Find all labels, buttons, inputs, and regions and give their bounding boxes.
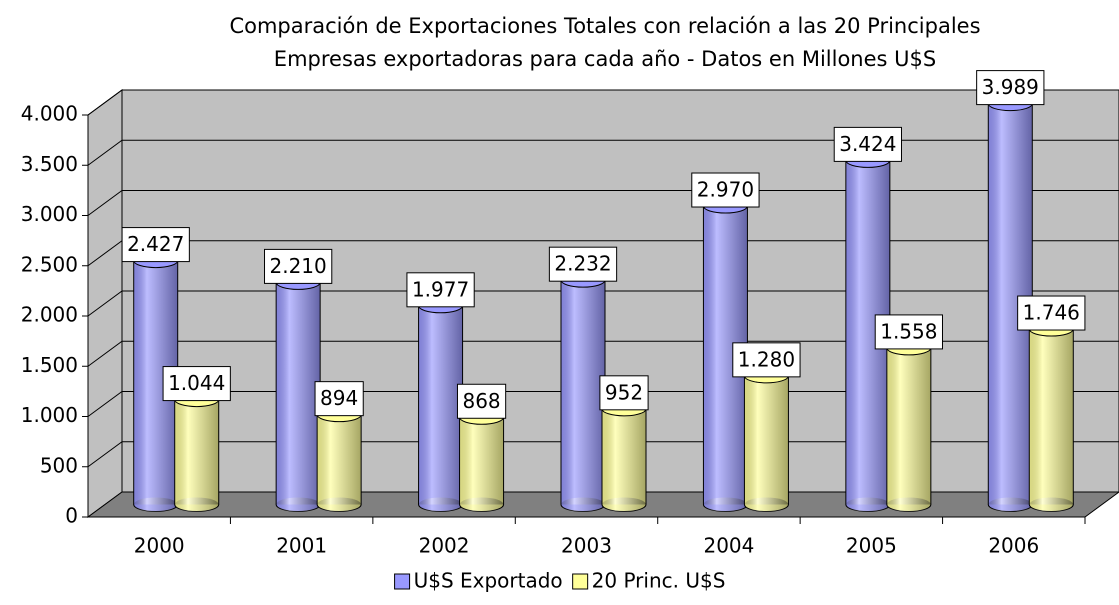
value-label-box — [833, 126, 902, 162]
value-label: 3.989 — [982, 75, 1039, 99]
y-tick-label: 0 — [65, 504, 78, 528]
y-tick-label: 500 — [40, 453, 78, 477]
value-label-box — [691, 172, 760, 208]
grid-line — [87, 290, 1119, 317]
bar-shade — [317, 414, 362, 505]
x-tick-label: 2006 — [988, 534, 1039, 558]
bar-shade — [744, 375, 789, 505]
chart-title: Comparación de Exportaciones Totales con… — [229, 14, 980, 38]
y-tick-label: 4.000 — [21, 102, 78, 126]
value-label-box — [121, 227, 190, 263]
x-tick-label: 2002 — [419, 534, 470, 558]
value-label: 2.970 — [697, 178, 754, 202]
y-tick-label: 3.500 — [21, 152, 78, 176]
value-label: 3.424 — [839, 132, 896, 156]
y-tick-label: 1.000 — [21, 403, 78, 427]
value-label: 2.232 — [554, 252, 611, 276]
x-tick-label: 2005 — [846, 534, 897, 558]
value-label: 894 — [320, 386, 358, 410]
legend-swatch — [572, 573, 589, 590]
legend-label: 20 Princ. U$S — [592, 569, 726, 593]
grid-line — [87, 139, 1119, 166]
value-label-box — [976, 70, 1045, 106]
bar-shade — [418, 305, 463, 505]
bar-shade — [561, 280, 605, 505]
value-label: 1.044 — [168, 371, 225, 395]
bar-shade — [1029, 329, 1074, 505]
chart-title: Empresas exportadoras para cada año - Da… — [274, 47, 936, 71]
value-label-box — [732, 342, 801, 378]
legend-swatch — [394, 573, 411, 590]
value-label-box — [406, 272, 475, 308]
value-label: 1.280 — [738, 347, 795, 371]
bar-shade — [886, 347, 931, 505]
value-label: 2.210 — [270, 254, 327, 278]
x-tick-label: 2004 — [703, 534, 754, 558]
y-tick-label: 1.500 — [21, 353, 78, 377]
y-tick-label: 3.000 — [21, 202, 78, 226]
x-tick-label: 2003 — [561, 534, 612, 558]
value-label-box — [874, 314, 943, 350]
value-label-box — [264, 248, 333, 284]
x-tick-label: 2000 — [134, 534, 185, 558]
value-label-box — [599, 375, 649, 411]
value-label-box — [1017, 295, 1086, 331]
grid-line — [87, 190, 1119, 216]
grid-line — [87, 89, 1119, 116]
value-label: 868 — [462, 389, 500, 413]
grid-line — [87, 340, 1119, 367]
value-label-box — [314, 381, 364, 417]
y-tick-label: 2.500 — [21, 252, 78, 276]
bar-shade — [276, 282, 321, 505]
bar-shade — [459, 417, 504, 505]
value-label-box — [456, 383, 507, 419]
value-label: 1.558 — [880, 319, 937, 343]
legend-label: U$S Exportado — [414, 569, 563, 593]
value-label: 1.977 — [412, 277, 469, 301]
value-label: 952 — [605, 380, 643, 404]
value-label-box — [548, 246, 618, 282]
value-label: 2.427 — [127, 232, 184, 256]
bar-shade — [174, 399, 219, 505]
bar-shade — [602, 408, 646, 505]
x-tick-label: 2001 — [276, 534, 327, 558]
y-tick-label: 2.000 — [21, 303, 78, 327]
value-label: 1.746 — [1023, 301, 1080, 325]
value-label-box — [162, 366, 231, 402]
